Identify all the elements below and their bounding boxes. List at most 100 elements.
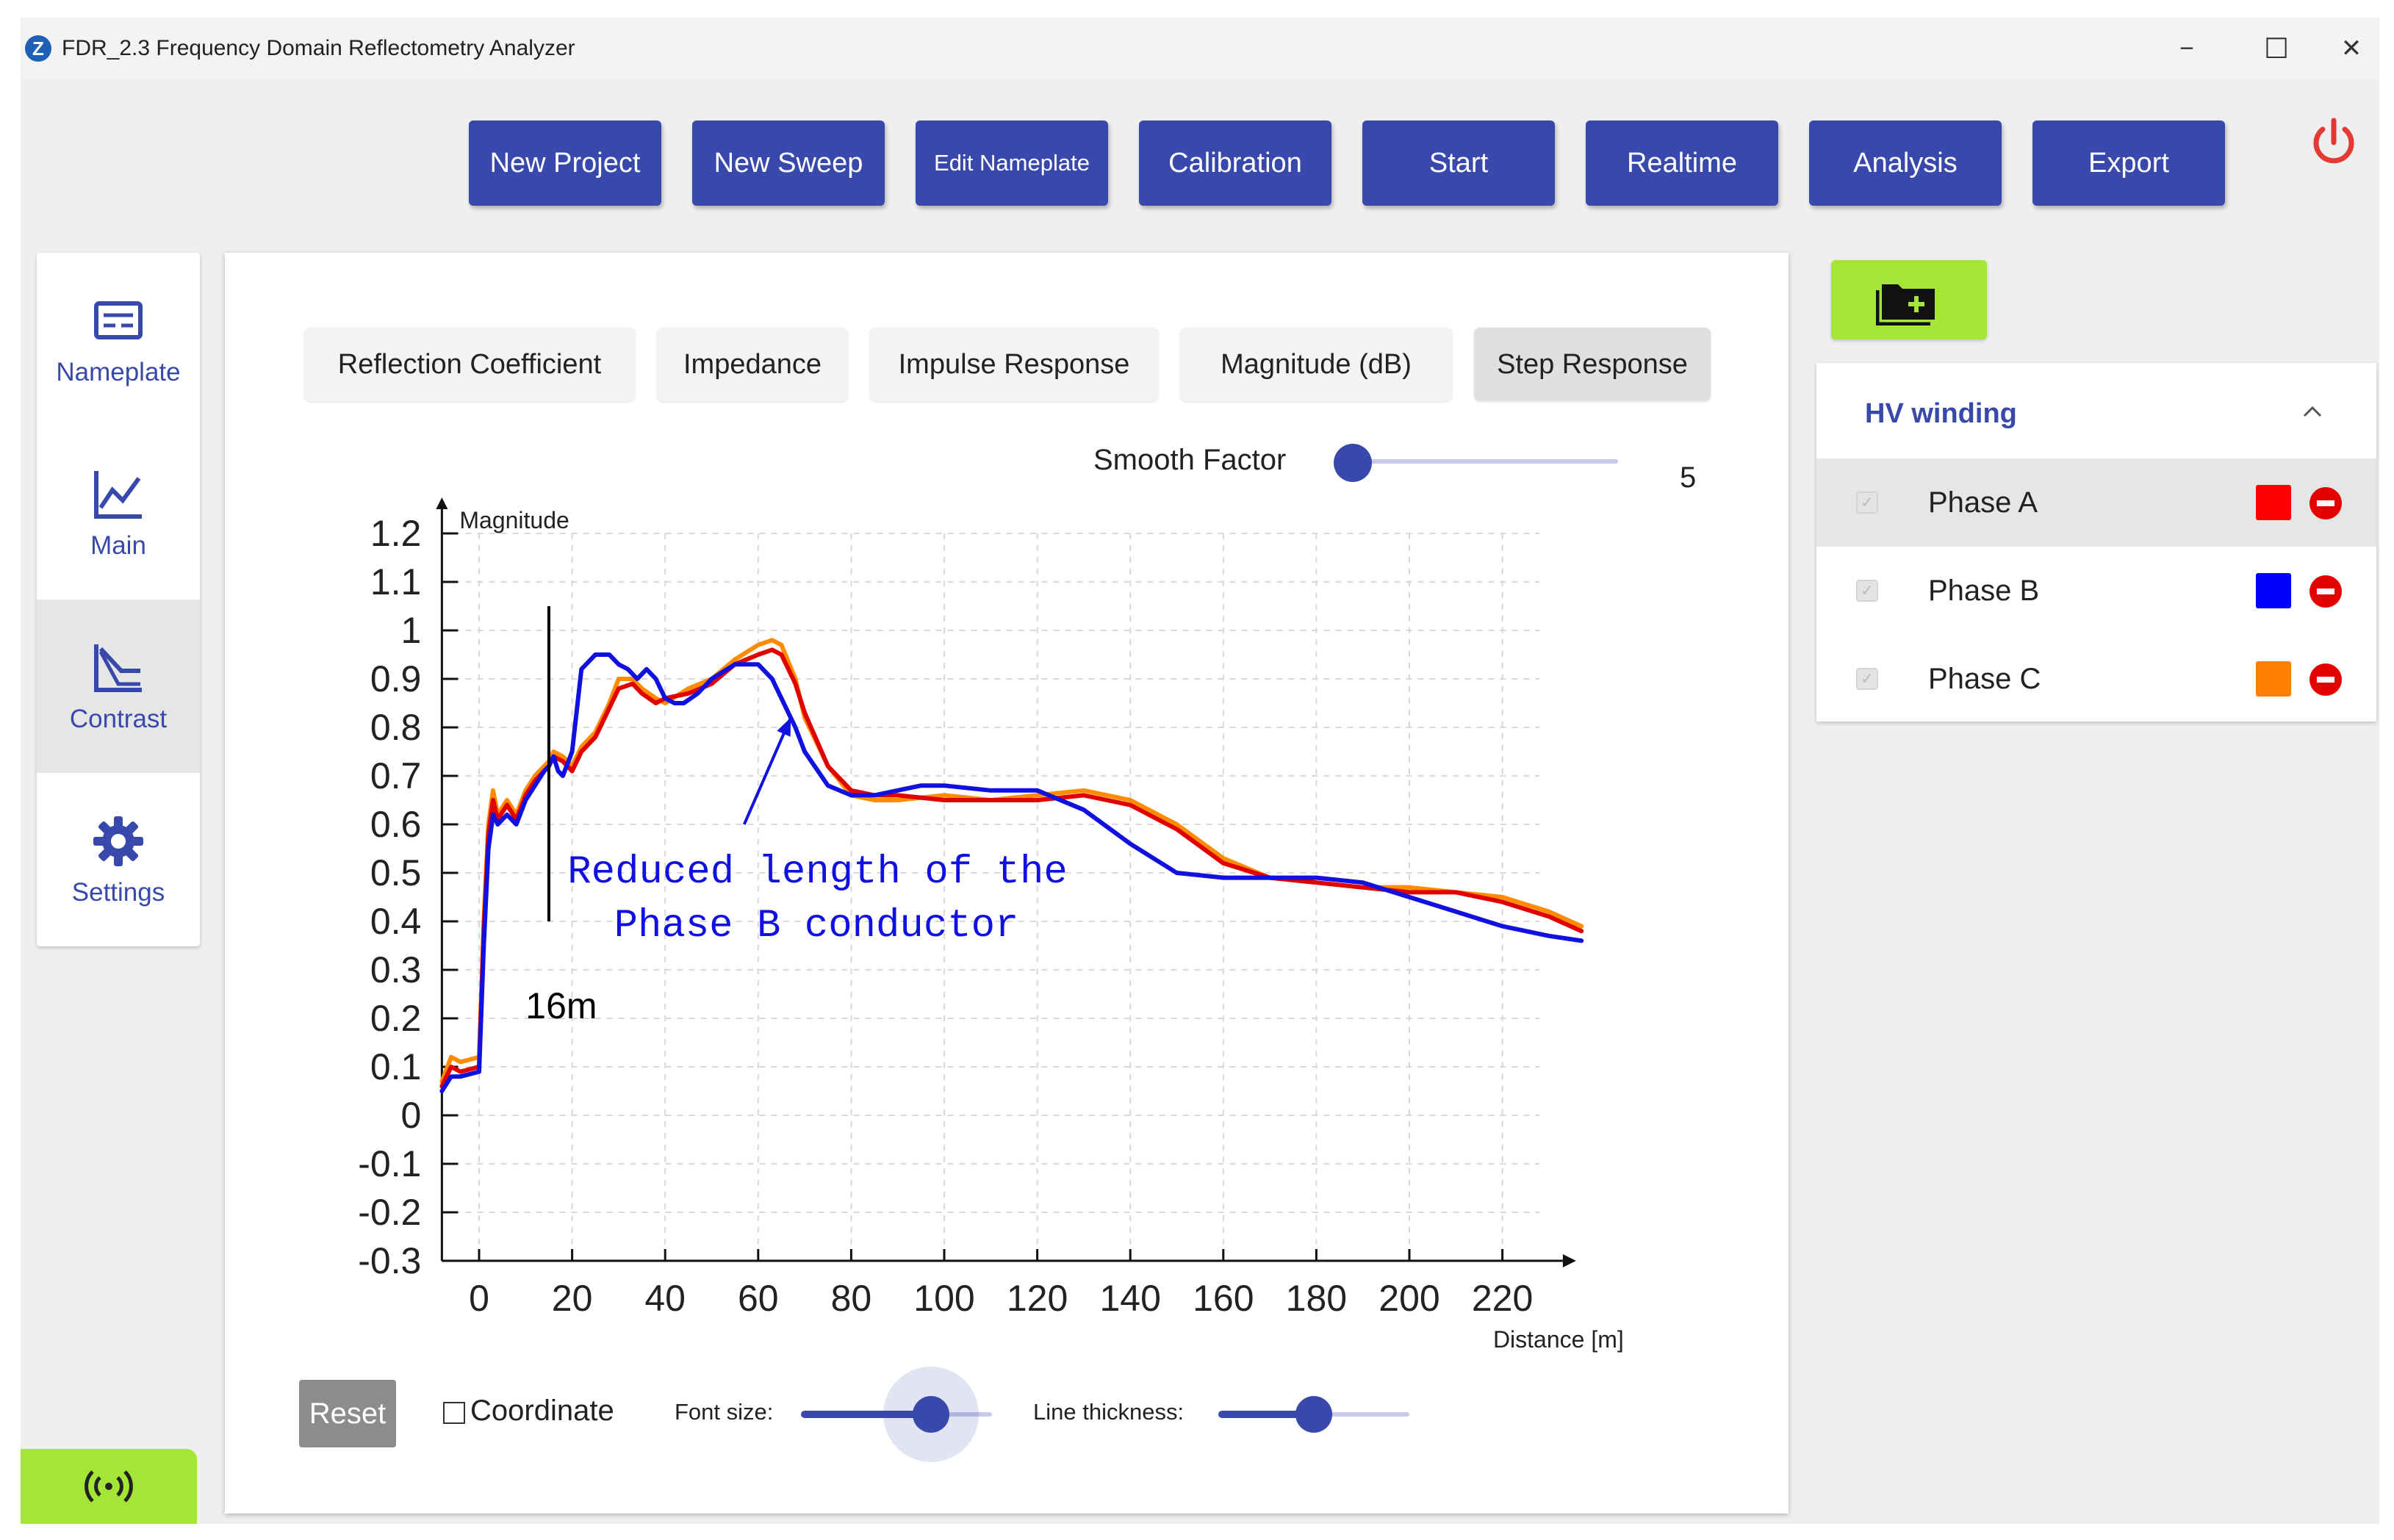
winding-panel: HV winding ✓ Phase A ✓ Phase B ✓ Phase C xyxy=(1816,363,2376,722)
annotation-label-16m: 16m xyxy=(525,985,597,1026)
maximize-button[interactable]: ☐ xyxy=(2263,33,2290,65)
x-tick-label: 220 xyxy=(1472,1278,1533,1319)
sidebar-item-contrast[interactable]: Contrast xyxy=(37,600,200,773)
tab-impulse-response[interactable]: Impulse Response xyxy=(870,328,1158,401)
power-icon[interactable] xyxy=(2304,113,2363,172)
y-axis-arrow xyxy=(436,497,448,509)
chart-series xyxy=(439,638,1584,1093)
add-folder-icon xyxy=(1876,284,1935,325)
edit-nameplate-button[interactable]: Edit Nameplate xyxy=(916,120,1108,206)
y-tick-label: 0.4 xyxy=(370,901,422,942)
phase-b-color-swatch[interactable] xyxy=(2256,573,2291,608)
step-response-chart: 0 20 40 60 80 100 120 140 160 180 200 220 1.2 1.1 1 0.9… xyxy=(358,497,1624,1353)
phase-a-color-swatch[interactable] xyxy=(2256,485,2291,520)
y-tick-label: -0.2 xyxy=(358,1192,421,1233)
y-tick-label: 0.2 xyxy=(370,998,422,1039)
sidebar-item-nameplate[interactable]: Nameplate xyxy=(37,253,200,426)
y-tick-label: 1 xyxy=(401,610,422,651)
y-tick-label: 0.3 xyxy=(370,949,422,990)
realtime-button[interactable]: Realtime xyxy=(1586,120,1778,206)
tab-reflection-coefficient[interactable]: Reflection Coefficient xyxy=(304,328,635,401)
minimize-button[interactable]: − xyxy=(2179,34,2194,62)
line-thickness-label: Line thickness: xyxy=(1033,1399,1185,1425)
y-tick-label: -0.1 xyxy=(358,1143,421,1184)
start-button[interactable]: Start xyxy=(1362,120,1555,206)
sidebar-item-settings[interactable]: Settings xyxy=(37,773,200,946)
annotation-text: Reduced length of the xyxy=(567,850,1068,895)
x-tick-label: 140 xyxy=(1099,1278,1160,1319)
sidebar-item-label: Main xyxy=(90,531,146,560)
winding-title: HV winding xyxy=(1865,398,2017,429)
annotation-text: Phase B conductor xyxy=(614,904,1019,949)
annotation-arrow xyxy=(742,717,792,825)
phase-a-checkbox[interactable]: ✓ xyxy=(1856,492,1878,514)
contrast-chart-icon xyxy=(94,644,142,692)
x-tick-label: 60 xyxy=(738,1278,779,1319)
x-axis-arrow xyxy=(1562,1254,1576,1267)
smooth-factor-label: Smooth Factor xyxy=(1093,444,1287,476)
reset-button[interactable]: Reset xyxy=(299,1380,396,1447)
phase-row-c[interactable]: ✓ Phase C xyxy=(1816,635,2376,723)
x-tick-label: 0 xyxy=(469,1278,489,1319)
phase-a-label: Phase A xyxy=(1928,486,2038,519)
smooth-factor-value: 5 xyxy=(1680,461,1697,494)
remove-phase-a-icon[interactable] xyxy=(2309,486,2343,520)
phase-b-checkbox[interactable]: ✓ xyxy=(1856,580,1878,602)
tab-magnitude-db[interactable]: Magnitude (dB) xyxy=(1180,328,1452,401)
sidebar-item-label: Contrast xyxy=(69,705,168,733)
phase-row-a[interactable]: ✓ Phase A xyxy=(1816,458,2376,547)
x-tick-label: 100 xyxy=(913,1278,974,1319)
app-window: Z FDR_2.3 Frequency Domain Reflectometry… xyxy=(21,18,2379,1524)
remove-phase-c-icon[interactable] xyxy=(2309,663,2343,697)
nameplate-icon xyxy=(94,301,143,339)
x-tick-label: 200 xyxy=(1378,1278,1439,1319)
x-tick-label: 160 xyxy=(1193,1278,1254,1319)
y-tick-label: 0 xyxy=(401,1095,422,1136)
line-chart-icon xyxy=(94,471,142,519)
phase-c-checkbox[interactable]: ✓ xyxy=(1856,668,1878,690)
sidebar: Nameplate Main Contrast xyxy=(37,253,200,946)
new-sweep-button[interactable]: New Sweep xyxy=(692,120,885,206)
y-tick-label: 0.5 xyxy=(370,852,422,893)
phase-b-label: Phase B xyxy=(1928,575,2040,607)
y-tick-label: 0.8 xyxy=(370,707,422,748)
series-line-phase-a xyxy=(439,647,1584,1089)
gear-icon xyxy=(93,816,143,866)
add-folder-button[interactable] xyxy=(1831,260,1987,339)
phase-c-color-swatch[interactable] xyxy=(2256,661,2291,697)
wireless-signal-icon xyxy=(85,1470,133,1503)
chart-axes: 0 20 40 60 80 100 120 140 160 180 200 220 1.2 1.1 1 0.9… xyxy=(358,497,1624,1353)
title-bar: Z FDR_2.3 Frequency Domain Reflectometry… xyxy=(21,18,2379,79)
y-axis-label: Magnitude xyxy=(459,507,569,533)
chevron-up-icon[interactable] xyxy=(2294,392,2331,429)
sidebar-item-label: Settings xyxy=(71,878,165,907)
x-tick-label: 120 xyxy=(1007,1278,1068,1319)
device-connection-button[interactable] xyxy=(21,1449,197,1524)
window-title: FDR_2.3 Frequency Domain Reflectometry A… xyxy=(62,36,575,60)
series-line-phase-b xyxy=(439,652,1584,1093)
smooth-factor-track[interactable] xyxy=(1339,459,1618,464)
tab-step-response[interactable]: Step Response xyxy=(1474,328,1711,401)
chart-grid xyxy=(442,533,1540,1262)
chart-annotations: Reduced length of the Phase B conductor 16… xyxy=(525,606,1068,1026)
smooth-factor-slider-knob[interactable] xyxy=(1334,444,1372,482)
y-tick-label: 0.6 xyxy=(370,804,422,845)
y-tick-label: 0.1 xyxy=(370,1046,422,1087)
font-size-slider-knob[interactable] xyxy=(912,1396,949,1433)
phase-row-b[interactable]: ✓ Phase B xyxy=(1816,547,2376,635)
coordinate-checkbox[interactable] xyxy=(443,1402,465,1424)
line-thickness-slider-knob[interactable] xyxy=(1295,1396,1332,1433)
new-project-button[interactable]: New Project xyxy=(469,120,661,206)
calibration-button[interactable]: Calibration xyxy=(1139,120,1331,206)
phase-c-label: Phase C xyxy=(1928,663,2041,695)
y-tick-label: 1.2 xyxy=(370,513,422,554)
y-tick-label: 1.1 xyxy=(370,561,422,602)
analysis-button[interactable]: Analysis xyxy=(1809,120,2002,206)
app-logo-icon: Z xyxy=(25,35,51,62)
tab-impedance[interactable]: Impedance xyxy=(657,328,848,401)
close-button[interactable]: ✕ xyxy=(2340,35,2362,62)
export-button[interactable]: Export xyxy=(2032,120,2225,206)
remove-phase-b-icon[interactable] xyxy=(2309,575,2343,608)
sidebar-item-main[interactable]: Main xyxy=(37,426,200,600)
y-tick-label: 0.9 xyxy=(370,658,422,699)
